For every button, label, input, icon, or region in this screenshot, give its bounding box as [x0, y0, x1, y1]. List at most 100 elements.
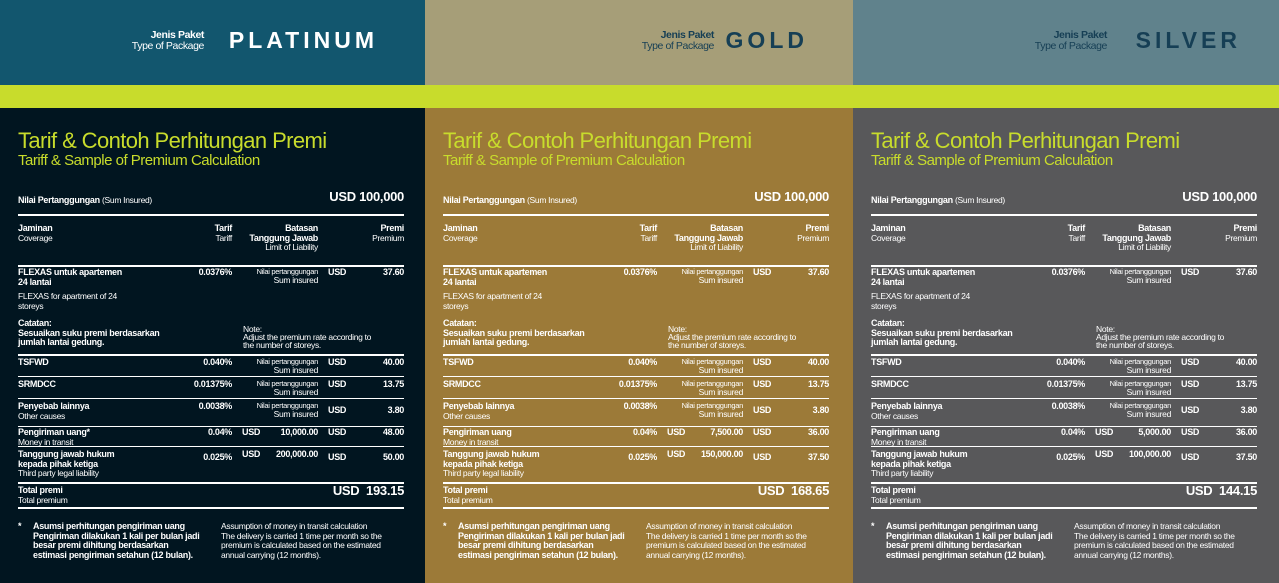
text: Asumsi perhitungan pengiriman uang — [33, 521, 185, 531]
text: 100,000.00 — [1128, 449, 1171, 459]
panel-title: Tarif & Contoh Perhitungan Premi — [18, 128, 327, 153]
col-coverage: Jaminan — [18, 223, 53, 233]
col-tariff: Tarif — [214, 223, 233, 233]
table-row-flexas: FLEXAS untuk apartemen 24 lantai FLEXAS fo… — [871, 267, 1257, 311]
text: Nilai pertanggungan — [1109, 401, 1172, 410]
text: 24 lantai — [18, 276, 52, 287]
text: Total premi — [443, 485, 488, 495]
col-premium: Premi — [380, 223, 404, 233]
sum-insured-value: USD 100,000 — [329, 189, 404, 204]
text: USD — [753, 405, 772, 415]
text: 0.0038% — [1051, 401, 1086, 411]
package-header-silver: Jenis Paket Type of Package SILVER — [853, 0, 1279, 85]
divider — [871, 265, 1257, 267]
col-premium-en: Premium — [1225, 232, 1257, 243]
text: Note: — [243, 324, 262, 334]
text: 0.025% — [628, 452, 657, 462]
divider — [871, 482, 1257, 484]
panel-title: Tarif & Contoh Perhitungan Premi — [443, 128, 752, 153]
col-premium: Premi — [805, 223, 829, 233]
type-label: Jenis Paket Type of Package — [642, 30, 715, 52]
text: annual carrying (12 months). — [1074, 549, 1174, 560]
divider — [18, 446, 404, 447]
table-row-third-party: Tanggung jawab hukum kepada pihak ketiga T… — [871, 449, 1257, 479]
text: USD — [1181, 405, 1200, 415]
col-tariff-en: Tariff — [640, 232, 658, 243]
text: FLEXAS for apartment of 24 — [871, 291, 970, 301]
text: Nilai pertanggungan — [681, 401, 744, 410]
col-coverage: Jaminan — [871, 223, 906, 233]
text: FLEXAS untuk apartemen — [443, 267, 547, 277]
text: 13.75 — [1235, 379, 1257, 389]
text: USD — [1181, 357, 1200, 367]
table-row-tsfwd: TSFWD 0.040% Nilai pertanggungan Sum insu… — [871, 357, 1257, 375]
text: the number of storeys. — [243, 340, 321, 350]
panel-subtitle: Tariff & Sample of Premium Calculation — [18, 152, 260, 169]
panel-subtitle: Tariff & Sample of Premium Calculation — [871, 152, 1113, 169]
note-row: Catatan: Sesuaikan suku premi berdasarkan… — [18, 318, 404, 350]
text: USD — [242, 449, 261, 459]
table-row-third-party: Tanggung jawab hukum kepada pihak ketiga T… — [443, 449, 829, 479]
text: Penyebab lainnya — [18, 401, 90, 411]
text: 0.0038% — [623, 401, 658, 411]
text: Sum insured — [698, 387, 744, 397]
text: 0.01375% — [193, 379, 232, 389]
text: The delivery is carried 1 time per month… — [221, 530, 382, 541]
text: 0.040% — [1056, 357, 1085, 367]
panel-title: Tarif & Contoh Perhitungan Premi — [871, 128, 1180, 153]
table-header: Jaminan Coverage Tarif Tariff Batasan Tangg… — [18, 223, 404, 253]
divider — [18, 376, 404, 377]
note-row: Catatan: Sesuaikan suku premi berdasarkan… — [871, 318, 1257, 349]
divider — [443, 426, 829, 427]
text: Tanggung jawab hukum — [18, 449, 115, 459]
text: * — [871, 521, 875, 531]
text: estimasi pengiriman setahun (12 bulan). — [886, 549, 1046, 560]
text: 0.01375% — [618, 379, 657, 389]
footnote: * Asumsi perhitungan pengiriman uang Peng… — [18, 521, 418, 560]
text: estimasi pengiriman setahun (12 bulan). — [33, 549, 193, 560]
table-header: Jaminan Coverage Tarif Tariff Batasan Tangg… — [443, 223, 829, 253]
sum-insured-label-en: (Sum Insured) — [102, 195, 152, 205]
package-name: GOLD — [725, 27, 808, 53]
text: TSFWD — [18, 357, 49, 367]
col-coverage: Jaminan — [443, 223, 478, 233]
col-limit-en: Limit of Liability — [1118, 242, 1171, 252]
text: TSFWD — [871, 357, 902, 367]
table-row-tsfwd: TSFWD 0.040% Nilai pertanggungan Sum insu… — [443, 357, 829, 375]
text: 37.50 — [1235, 452, 1257, 462]
total-value: 168.65 — [791, 483, 829, 498]
divider — [871, 214, 1257, 216]
text: 36.00 — [1235, 427, 1257, 437]
text: storeys — [18, 300, 44, 311]
table-row-money-in-transit: Pengiriman uang Money in transit 0.04% US… — [871, 427, 1257, 447]
sum-insured-row: Nilai Pertanggungan (Sum Insured) USD 10… — [443, 190, 829, 206]
text: USD — [328, 379, 347, 389]
text: Pengiriman uang — [871, 427, 940, 437]
text: Nilai pertanggungan — [1109, 357, 1172, 366]
total-row: Total premi Total premium USD 168.65 — [443, 483, 829, 505]
text: besar premi dihitung berdasarkan — [886, 540, 1022, 550]
divider — [18, 265, 404, 267]
text: 24 lantai — [443, 276, 477, 287]
text: Nilai pertanggungan — [256, 357, 319, 366]
total-currency: USD — [757, 483, 785, 498]
text: USD — [753, 427, 772, 437]
col-limit: Batasan — [710, 223, 743, 233]
text: 3.80 — [1240, 405, 1258, 415]
text: Third party legal liability — [443, 468, 524, 478]
col-limit: Batasan — [1138, 223, 1171, 233]
text: 7,500.00 — [710, 427, 743, 437]
type-label-id: Jenis Paket — [150, 29, 205, 41]
text: 40.00 — [1235, 357, 1257, 367]
divider — [18, 426, 404, 427]
text: Total premi — [871, 485, 916, 495]
text: 13.75 — [382, 379, 404, 389]
package-panel-silver: Tarif & Contoh Perhitungan Premi Tariff … — [853, 108, 1279, 583]
text: Nilai pertanggungan — [256, 379, 319, 388]
text: besar premi dihitung berdasarkan — [33, 540, 169, 550]
text: USD — [328, 452, 347, 462]
divider — [871, 398, 1257, 399]
text: 0.0376% — [198, 267, 233, 277]
text: Other causes — [443, 410, 490, 421]
text: USD — [753, 267, 772, 277]
